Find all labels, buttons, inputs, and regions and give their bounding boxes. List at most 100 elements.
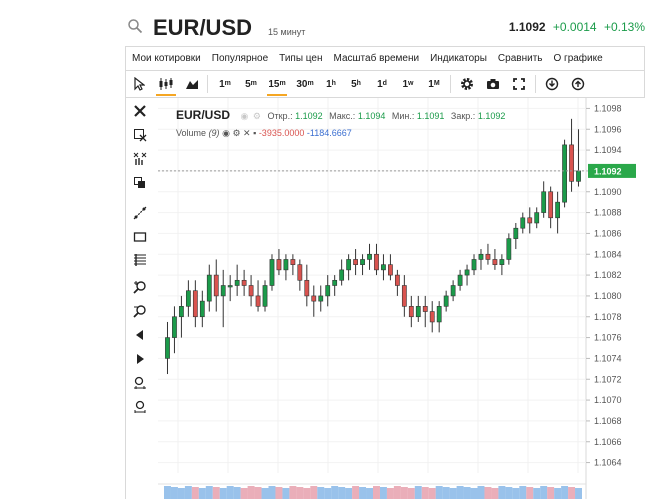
- volume-bar: [477, 486, 485, 499]
- price-axis-label: 1.1076: [594, 333, 622, 343]
- volume-bar: [379, 487, 387, 499]
- interval-15m[interactable]: 15 m: [263, 70, 291, 98]
- volume-bar: [561, 486, 569, 499]
- copy-icon[interactable]: [133, 176, 147, 190]
- candle-body: [318, 295, 324, 302]
- volume-bar: [324, 488, 332, 499]
- candle-body: [408, 306, 414, 318]
- menu-time-scale[interactable]: Масштаб времени: [333, 53, 420, 64]
- volume-legend: Volume (9) ◉ ⚙ ✕ ▪ -3935.0000 -1184.6667: [176, 128, 352, 139]
- upload-icon[interactable]: [565, 70, 591, 98]
- price-chart[interactable]: 1.1098 1.1096 1.1094 1.1092 1.1090 1.1088 1.10…: [158, 98, 665, 499]
- volume-period: (9): [208, 128, 220, 138]
- candle-body: [499, 259, 505, 265]
- candle-body: [562, 144, 567, 203]
- eye-icon[interactable]: ◉: [222, 128, 230, 138]
- camera-icon[interactable]: [480, 70, 506, 98]
- candle-body: [478, 253, 484, 260]
- menu-compare[interactable]: Сравнить: [497, 53, 543, 64]
- close-value: 1.1092: [477, 111, 506, 121]
- candle-body: [325, 285, 331, 297]
- current-price-label: 1.1092: [594, 166, 622, 176]
- scroll-left-icon[interactable]: [133, 328, 147, 342]
- price-axis-label: 1.1068: [594, 416, 622, 426]
- volume-bar: [456, 486, 464, 499]
- volume-bar: [540, 486, 548, 499]
- candle-body: [269, 259, 275, 286]
- settings-icon[interactable]: ⚙: [252, 111, 261, 121]
- zoom-range-icon[interactable]: [133, 376, 147, 390]
- volume-bar: [289, 486, 297, 499]
- trend-line-icon[interactable]: [133, 206, 147, 220]
- candlestick-chart[interactable]: 1.1098 1.1096 1.1094 1.1092 1.1090 1.1088 1.10…: [158, 98, 665, 499]
- search-icon[interactable]: [127, 18, 143, 34]
- volume-bar: [484, 487, 492, 499]
- chart-menu: Мои котировки Популярное Типы цен Масшта…: [125, 46, 645, 70]
- volume-bar: [373, 486, 380, 499]
- zoom-out-icon[interactable]: [133, 304, 147, 318]
- menu-popular[interactable]: Популярное: [211, 53, 269, 64]
- volume-bar: [226, 486, 234, 499]
- candle-body: [360, 259, 365, 265]
- close-icon[interactable]: [133, 104, 147, 118]
- candle-body: [548, 191, 554, 219]
- reset-zoom-icon[interactable]: [133, 400, 147, 414]
- price-axis-label: 1.1098: [594, 103, 622, 113]
- candle-body: [304, 279, 310, 297]
- area-chart-icon[interactable]: [180, 70, 204, 98]
- candle-body: [457, 274, 463, 286]
- volume-bar: [400, 487, 408, 499]
- delete-drawing-icon[interactable]: [133, 128, 147, 142]
- candlestick-chart-icon[interactable]: [152, 70, 180, 98]
- volume-bar: [170, 487, 178, 499]
- menu-my-quotes[interactable]: Мои котировки: [132, 53, 201, 64]
- price-axis-label: 1.1090: [594, 187, 622, 197]
- eye-icon[interactable]: ◉: [240, 111, 249, 121]
- fibonacci-icon[interactable]: [133, 253, 147, 267]
- download-icon[interactable]: [539, 70, 565, 98]
- candle-body: [332, 279, 338, 286]
- timeframe-label: 15 минут: [268, 27, 306, 37]
- volume-bar: [575, 488, 582, 499]
- gear-icon[interactable]: [454, 70, 480, 98]
- volume-bar: [366, 488, 373, 499]
- scroll-right-icon[interactable]: [133, 352, 147, 366]
- menu-indicators[interactable]: Индикаторы: [430, 53, 487, 64]
- volume-bar: [254, 487, 262, 499]
- settings-icon[interactable]: ⚙: [232, 128, 241, 138]
- interval-30m[interactable]: 30 m: [296, 78, 314, 90]
- close-icon[interactable]: ✕: [243, 128, 251, 138]
- menu-about-chart[interactable]: О графике: [553, 53, 603, 64]
- delete-all-icon[interactable]: [133, 152, 147, 166]
- volume-bar: [526, 487, 534, 499]
- candle-body: [374, 253, 379, 271]
- volume-bar: [268, 486, 276, 499]
- candle-body: [422, 306, 428, 312]
- rectangle-icon[interactable]: [133, 230, 147, 244]
- volume-bar: [533, 488, 541, 499]
- menu-price-types[interactable]: Типы цен: [279, 53, 323, 64]
- candle-body: [213, 274, 219, 297]
- copy-icon[interactable]: ▪: [253, 128, 257, 138]
- cursor-icon[interactable]: [126, 70, 152, 98]
- price-axis-label: 1.1074: [594, 353, 622, 363]
- volume-bar: [359, 487, 367, 499]
- volume-bar: [282, 488, 290, 499]
- candle-body: [234, 279, 240, 286]
- price-change-percent: +0.13%: [603, 20, 645, 34]
- zoom-in-icon[interactable]: [133, 280, 147, 294]
- candle-body: [297, 264, 303, 281]
- volume-bar: [233, 487, 241, 499]
- price-axis-label: 1.1064: [594, 458, 622, 468]
- drawing-tools: [125, 98, 155, 499]
- candle-body: [346, 259, 352, 271]
- fullscreen-icon[interactable]: [506, 70, 532, 98]
